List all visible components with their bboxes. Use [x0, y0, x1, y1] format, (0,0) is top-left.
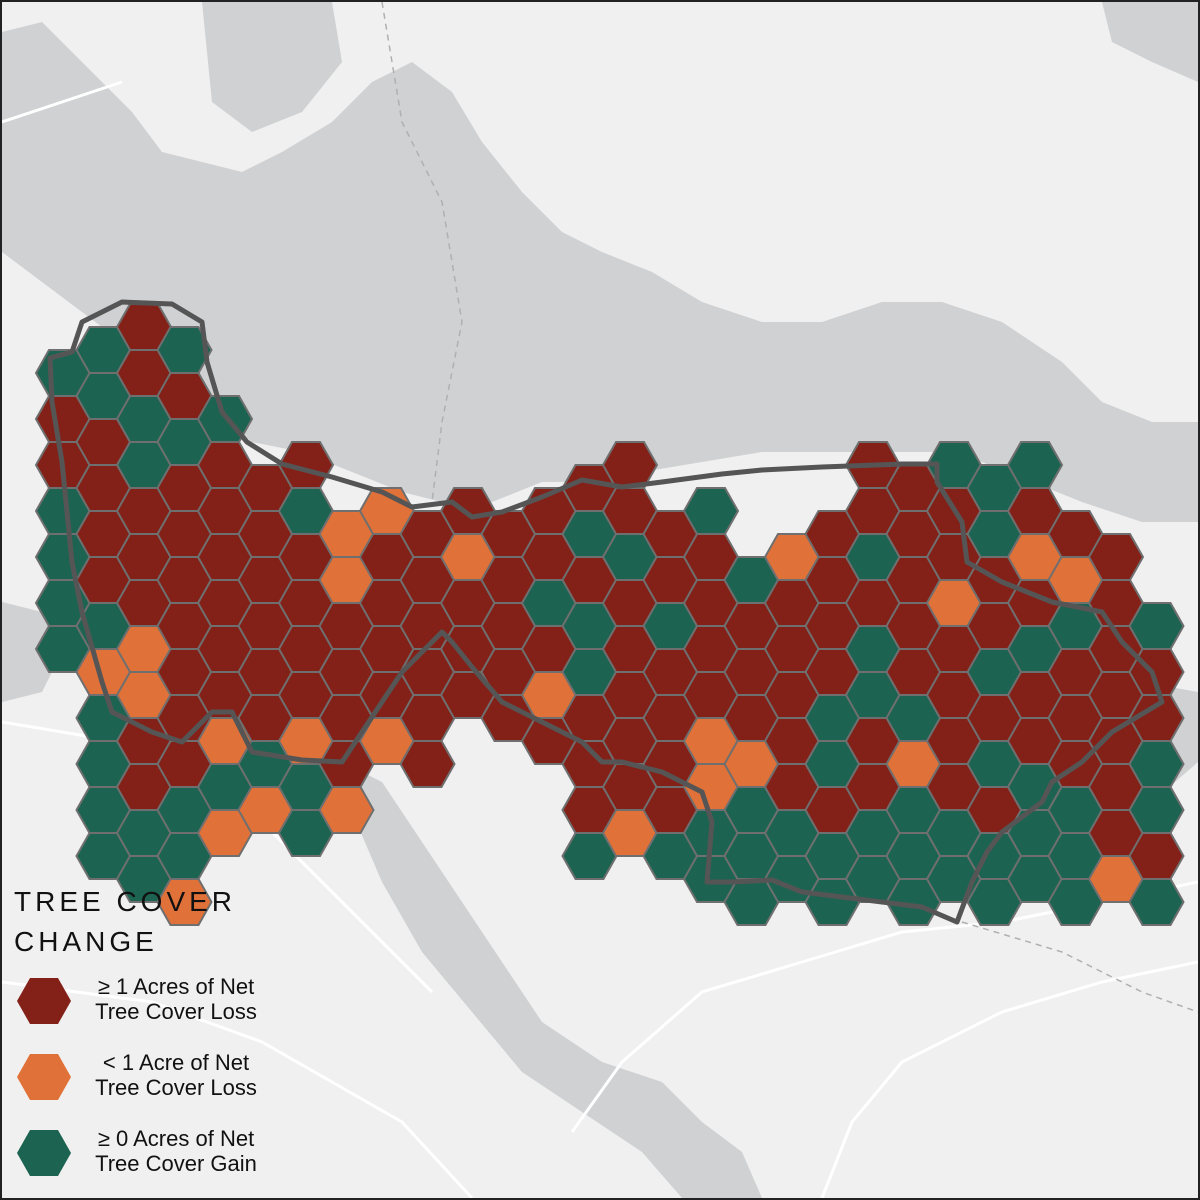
hex-swatch-loss-minor: [17, 1054, 71, 1100]
legend-label: ≥ 1 Acres of Net Tree Cover Loss: [95, 974, 257, 1024]
main-river: [2, 22, 1198, 522]
hex-cell[interactable]: [601, 441, 659, 489]
legend-title: TREE COVER CHANGE: [14, 886, 237, 957]
legend-item-gain: ≥ 0 Acres of Net Tree Cover Gain: [12, 1124, 312, 1186]
hex-cell[interactable]: [1128, 786, 1185, 834]
hex-cell[interactable]: [1128, 740, 1185, 788]
hex-cell[interactable]: [1128, 878, 1185, 926]
legend-label: ≥ 0 Acres of Net Tree Cover Gain: [95, 1126, 257, 1176]
dashed-boundaries: [381, 2, 1198, 1013]
hex-cell[interactable]: [318, 786, 375, 834]
east-creek: [1102, 2, 1198, 82]
legend-label: < 1 Acre of Net Tree Cover Loss: [95, 1050, 257, 1100]
south-creek: [342, 762, 762, 1198]
hex-cell[interactable]: [1128, 602, 1185, 650]
hex-cell[interactable]: [1128, 832, 1185, 880]
legend-item-loss-major: ≥ 1 Acres of Net Tree Cover Loss: [12, 972, 312, 1034]
hex-cell[interactable]: [156, 878, 213, 926]
hex-layer: [34, 303, 1185, 926]
legend-item-loss-minor: < 1 Acre of Net Tree Cover Loss: [12, 1048, 312, 1110]
hex-cell[interactable]: [399, 740, 456, 788]
west-bay: [2, 602, 62, 702]
hex-cell[interactable]: [1087, 533, 1145, 581]
hex-cell[interactable]: [682, 487, 740, 535]
legend: TREE COVER CHANGE ≥ 1 Acres of Net Tree …: [12, 882, 312, 1198]
study-area-boundary: [47, 299, 1165, 925]
north-bay: [202, 2, 342, 132]
hex-swatch-gain: [17, 1130, 71, 1176]
hex-swatch-loss-major: [17, 978, 71, 1024]
hex-cell[interactable]: [1006, 441, 1064, 489]
